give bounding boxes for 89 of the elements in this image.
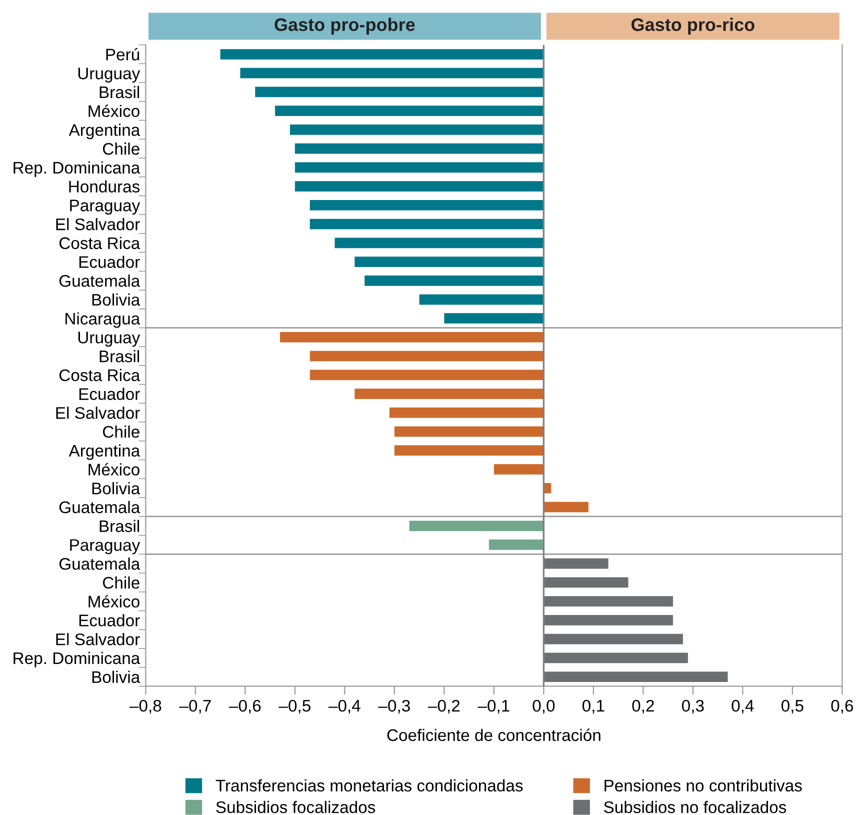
y-tick-label: Brasil (100, 350, 140, 362)
bar (544, 558, 608, 569)
legend-label: Subsidios no focalizados (604, 800, 786, 814)
bar (419, 294, 544, 305)
y-tick-label: Guatemala (59, 500, 140, 514)
y-tick-label: México (88, 595, 140, 608)
y-tick-label: Uruguay (78, 68, 140, 83)
legend-label: Subsidios focalizados (216, 800, 376, 814)
bar (544, 596, 674, 607)
bar (394, 445, 544, 456)
y-tick-label: Nicaragua (66, 312, 140, 328)
bar (354, 388, 544, 400)
x-tick-label: –0,7 (179, 700, 211, 714)
bar (494, 464, 544, 474)
bar (444, 313, 544, 324)
bar (294, 162, 544, 173)
bar (240, 68, 544, 78)
y-tick-label: Bolivia (92, 670, 140, 683)
y-tick-label: Uruguay (78, 332, 140, 347)
y-tick-label: Costa Rica (59, 368, 140, 382)
y-tick-label: Brasil (100, 86, 140, 98)
bar (544, 615, 674, 626)
bar (544, 672, 728, 682)
x-tick-label: 0,5 (781, 700, 804, 714)
bar (294, 181, 544, 192)
y-tick-label: El Salvador (56, 406, 140, 419)
x-tick-label: –0,6 (228, 700, 261, 714)
bar (255, 86, 544, 98)
y-tick-label: Guatemala (59, 558, 140, 570)
x-tick-label: –0,1 (478, 700, 510, 714)
x-tick-label: –0,2 (428, 700, 460, 714)
y-tick-label: El Salvador (56, 633, 140, 646)
bar (394, 426, 544, 437)
x-tick-label: –0,8 (129, 700, 162, 714)
bar (544, 634, 683, 644)
y-tick-label: Paraguay (70, 539, 140, 554)
bar (334, 238, 544, 248)
y-tick-label: Guatemala (59, 274, 140, 287)
y-tick-label: Paraguay (70, 200, 140, 215)
y-tick-label: El Salvador (56, 218, 140, 230)
bar (220, 49, 544, 60)
bar (389, 408, 544, 418)
y-tick-label: Argentina (68, 444, 140, 460)
y-tick-label: Ecuador (79, 256, 140, 268)
text: Gasto pro-pobre (274, 18, 415, 35)
legend-label: Pensiones no contributivas (604, 779, 802, 792)
bar (409, 520, 544, 532)
y-tick-label: México (88, 104, 140, 118)
y-tick-label: Ecuador (79, 388, 140, 400)
bar (544, 652, 688, 664)
y-tick-label: Brasil (100, 520, 140, 532)
bar (310, 370, 544, 380)
x-tick-label: 0,0 (532, 700, 555, 714)
x-tick-label: –0,4 (328, 700, 360, 714)
y-tick-label: Chile (102, 576, 140, 589)
x-tick-label: –0,3 (378, 700, 410, 714)
x-tick-label: 0,4 (732, 700, 754, 714)
legend-label: Transferencias monetarias condicionadas (216, 779, 523, 792)
bar (280, 332, 544, 342)
bar (488, 540, 544, 550)
y-tick-label: Rep. Dominicana (14, 652, 140, 668)
bar (544, 502, 588, 512)
bar (290, 124, 544, 135)
x-tick-label: 0,3 (682, 700, 704, 714)
x-tick-label: 0,2 (632, 700, 654, 714)
bar (354, 256, 544, 267)
bar (544, 577, 628, 588)
y-tick-label: Bolivia (92, 293, 140, 306)
y-tick-label: Chile (102, 426, 140, 438)
x-tick-label: 0,6 (831, 700, 854, 714)
y-tick-label: Bolivia (92, 482, 140, 494)
y-tick-label: Costa Rica (59, 236, 140, 250)
bar (275, 106, 544, 116)
bar (310, 218, 544, 230)
bar (310, 350, 544, 362)
y-tick-label: Honduras (69, 180, 140, 193)
x-tick-label: –0,5 (278, 700, 310, 714)
bar (364, 275, 544, 286)
text: Gasto pro-rico (631, 18, 754, 35)
y-tick-label: Argentina (68, 124, 140, 140)
y-tick-label: México (88, 463, 140, 476)
y-tick-label: Rep. Dominicana (14, 161, 140, 177)
y-tick-label: Perú (106, 48, 140, 60)
bar (294, 143, 544, 154)
x-axis-title: Coeficiente de concentración (387, 728, 600, 742)
y-tick-label: Chile (102, 142, 140, 155)
x-tick-label: 0,1 (582, 700, 604, 714)
y-tick-label: Ecuador (79, 614, 140, 626)
bar (310, 200, 544, 210)
